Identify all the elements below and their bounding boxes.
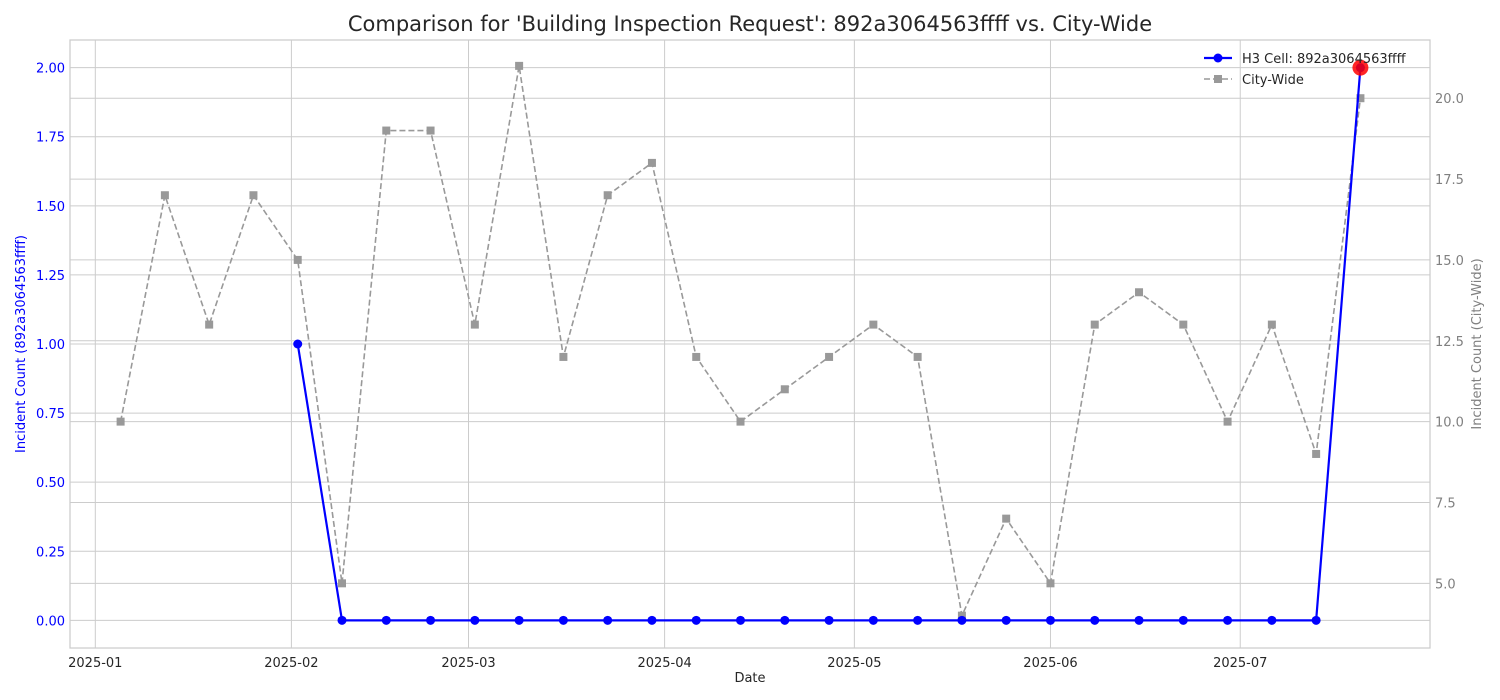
city-wide-point [116,417,125,426]
chart-title: Comparison for 'Building Inspection Requ… [348,12,1152,36]
h3-cell-point [780,615,790,625]
h3-cell-point [381,615,391,625]
y-left-tick-label: 0.00 [36,614,65,629]
h3-cell-point [957,615,967,625]
y-left-tick-label: 0.25 [36,545,65,560]
city-wide-point [1046,579,1055,588]
city-wide-line [119,65,1362,619]
city-wide-point [869,320,878,329]
x-axis-label: Date [734,671,765,686]
h3-cell-point [1045,615,1055,625]
city-wide-point [1223,417,1232,426]
city-wide-point [470,320,479,329]
y-right-tick-label: 17.5 [1435,173,1464,188]
right-y-axis-label: Incident Count (City-Wide) [1470,258,1485,429]
city-wide-point [1002,514,1011,523]
h3-cell-point [337,615,347,625]
h3-cell-point [913,615,923,625]
city-wide-point [913,352,922,361]
city-wide-point [338,579,346,588]
city-wide-point [603,191,612,200]
x-tick-label: 2025-04 [637,656,691,671]
right-y-axis-ticks: 5.0 7.5 10.0 12.5 15.0 17.5 20.0 [1435,92,1464,592]
city-wide-point [293,255,302,264]
y-right-tick-label: 15.0 [1435,254,1464,269]
x-tick-label: 2025-07 [1213,656,1267,671]
y-right-tick-label: 10.0 [1435,416,1464,431]
series-h3-cell [293,63,1365,625]
h3-cell-point [1311,615,1321,625]
city-wide-point [205,320,214,329]
h3-cell-point [1134,615,1144,625]
city-wide-point [736,417,745,426]
city-wide-point [515,61,524,70]
highlight-layer [1352,59,1369,76]
city-wide-point [249,191,258,200]
city-wide-point [825,352,834,361]
h3-cell-point [1090,615,1100,625]
plot-area-frame [69,39,1431,649]
h3-cell-point [293,339,303,349]
y-left-tick-label: 0.50 [36,476,65,491]
legend: H3 Cell: 892a3064563ffff City-Wide [1204,52,1407,88]
city-wide-point [426,126,435,135]
h3-cell-point [1178,615,1188,625]
h3-cell-point [426,615,436,625]
y-left-tick-label: 1.25 [36,269,65,284]
left-y-axis-ticks: 0.00 0.25 0.50 0.75 1.00 1.25 1.50 1.75 2.00 [36,62,65,630]
city-wide-point [692,352,701,361]
h3-cell-point [824,615,834,625]
city-wide-point [647,158,656,167]
city-wide-point [1267,320,1276,329]
city-wide-point [382,126,391,135]
legend-marker-h3-cell [1213,53,1223,63]
left-y-axis-label: Incident Count (892a3064563ffff) [14,235,29,453]
y-left-tick-label: 0.75 [36,407,65,422]
h3-cell-point [691,615,701,625]
h3-cell-point [1223,615,1233,625]
h3-cell-point [1001,615,1011,625]
x-tick-label: 2025-05 [827,656,881,671]
city-wide-point [160,191,169,200]
h3-cell-point [868,615,878,625]
x-tick-label: 2025-06 [1023,656,1077,671]
y-left-tick-label: 1.00 [36,338,65,353]
y-right-tick-label: 5.0 [1435,577,1456,592]
x-tick-label: 2025-03 [441,656,495,671]
h3-cell-point [647,615,657,625]
city-wide-point [780,385,789,394]
x-axis-ticks: 2025-01 2025-02 2025-03 2025-04 2025-05 2025-… [68,656,1267,671]
city-wide-point [1356,94,1365,103]
x-tick-label: 2025-02 [264,656,318,671]
city-wide-point [559,352,568,361]
y-right-tick-label: 20.0 [1435,92,1464,107]
h3-cell-point [558,615,568,625]
h3-cell-point [603,615,613,625]
y-left-tick-label: 2.00 [36,62,65,77]
y-left-tick-label: 1.75 [36,131,65,146]
y-right-tick-label: 12.5 [1435,335,1464,350]
city-wide-point [1312,449,1321,458]
legend-marker-city-wide [1214,75,1222,83]
legend-label-h3-cell: H3 Cell: 892a3064563ffff [1242,52,1407,67]
h3-cell-point [1267,615,1277,625]
y-left-tick-label: 1.50 [36,200,65,215]
x-tick-label: 2025-01 [68,656,122,671]
h3-cell-point [514,615,524,625]
grid [70,40,1430,648]
highlight-point [1352,59,1369,76]
city-wide-point [957,611,966,620]
series-city-wide [116,61,1365,620]
city-wide-point [1090,320,1099,329]
y-right-tick-label: 7.5 [1435,496,1456,511]
h3-cell-point [736,615,746,625]
city-wide-point [1135,288,1144,297]
legend-label-city-wide: City-Wide [1242,73,1304,88]
h3-cell-point [470,615,480,625]
city-wide-point [1179,320,1188,329]
